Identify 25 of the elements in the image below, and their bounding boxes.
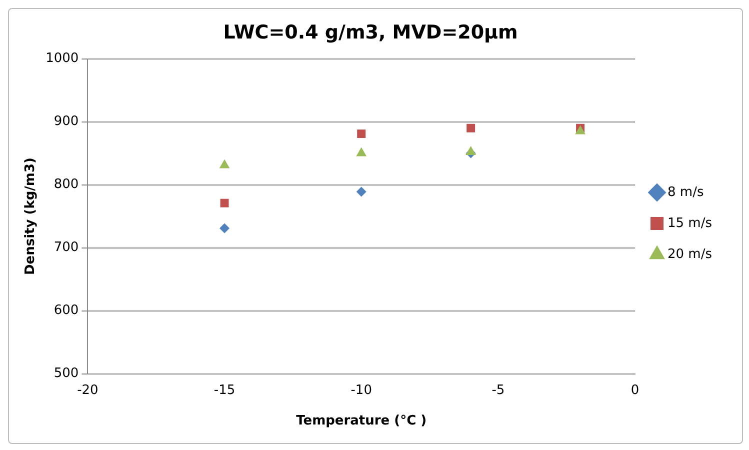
x-tick-label: 0 <box>630 382 640 398</box>
point <box>466 124 476 132</box>
legend-label: 15 m/s <box>668 216 712 231</box>
point <box>357 130 366 138</box>
x-tick-label: -5 <box>492 382 505 398</box>
y-tick-label: 800 <box>54 177 79 192</box>
point <box>356 147 367 156</box>
y-tick-label: 600 <box>54 303 79 318</box>
x-axis-title: Temperature (°C ) <box>296 414 427 429</box>
y-axis-title: Density (kg/m3) <box>23 158 38 276</box>
point <box>220 198 229 208</box>
x-tick-label: -20 <box>77 382 98 398</box>
point <box>356 186 366 197</box>
legend-label: 8 m/s <box>668 184 704 200</box>
legend-label: 20 m/s <box>668 246 712 262</box>
point <box>219 159 230 168</box>
point <box>466 146 476 156</box>
chart-title: LWC=0.4 g/m3, MVD=20µm <box>223 21 518 44</box>
x-tick-label: -15 <box>214 382 236 398</box>
x-tick-label: -10 <box>350 382 372 398</box>
point <box>220 223 230 234</box>
y-tick-label: 1000 <box>46 51 79 66</box>
y-tick-label: 500 <box>54 366 79 382</box>
y-tick-label: 900 <box>54 114 79 130</box>
y-tick-label: 700 <box>54 240 79 256</box>
